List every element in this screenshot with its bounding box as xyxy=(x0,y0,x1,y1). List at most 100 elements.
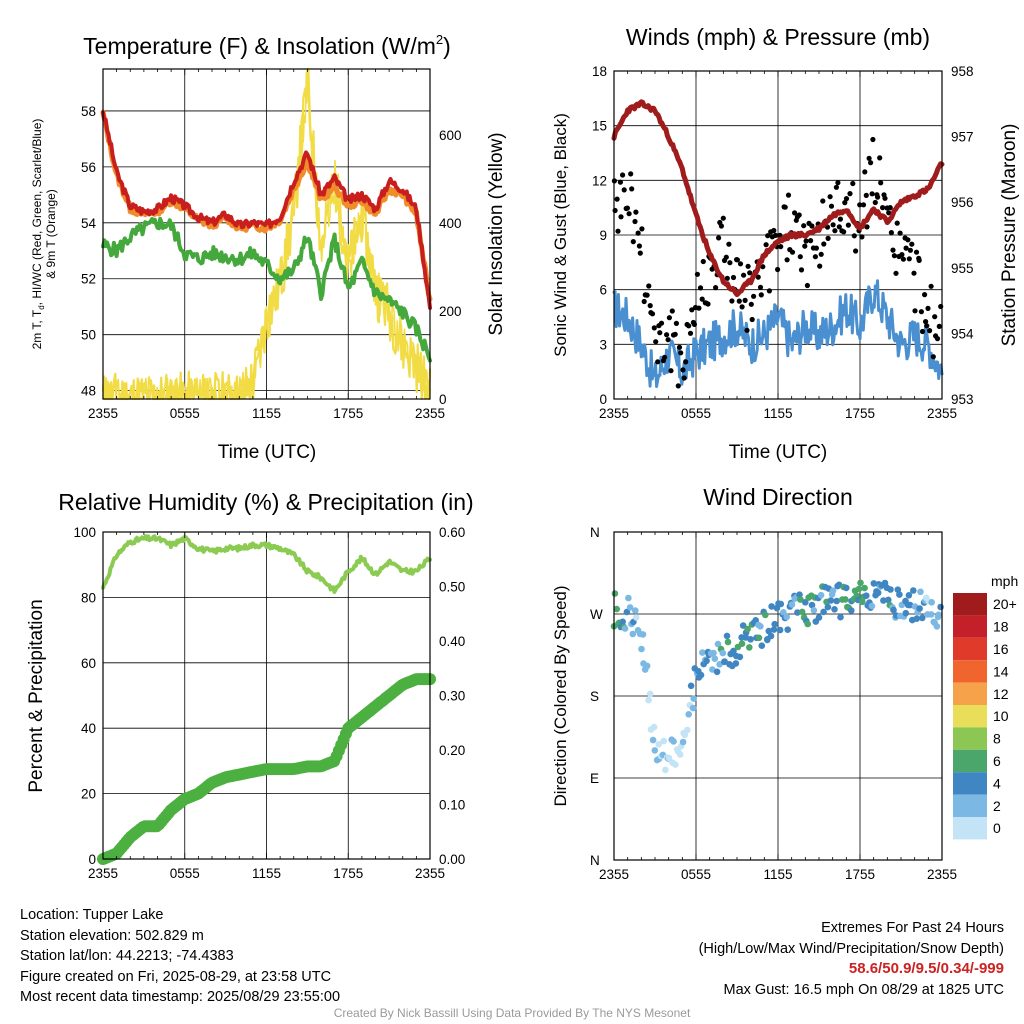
gust-point xyxy=(680,367,686,373)
direction-point xyxy=(732,660,740,667)
direction-point xyxy=(885,596,892,604)
gust-point xyxy=(651,325,657,331)
extremes-title: Extremes For Past 24 Hours xyxy=(821,920,1004,936)
humidity-title: Relative Humidity (%) & Precipitation (i… xyxy=(58,489,473,515)
dewpoint-line xyxy=(101,216,432,363)
direction-point xyxy=(687,682,695,690)
temperature-panel: Temperature (F) & Insolation (W/m2) 2355… xyxy=(30,32,507,463)
y-tick-label: 6 xyxy=(599,283,607,298)
x-tick-label: 1755 xyxy=(333,406,363,421)
direction-point xyxy=(655,741,662,748)
direction-point xyxy=(824,603,832,611)
direction-point xyxy=(855,585,863,593)
temperature-x-label: Time (UTC) xyxy=(218,442,317,463)
direction-point xyxy=(724,638,732,646)
direction-point xyxy=(711,655,719,662)
x-tick-label: 2355 xyxy=(415,866,445,881)
y-tick-label: 15 xyxy=(592,119,607,134)
gust-point xyxy=(825,235,831,241)
direction-point xyxy=(697,671,705,679)
colorbar-swatch xyxy=(953,593,987,616)
direction-point xyxy=(611,590,619,597)
gust-point xyxy=(845,222,852,228)
gust-point xyxy=(678,350,684,356)
gust-point xyxy=(633,209,639,215)
gust-point xyxy=(647,303,653,309)
direction-point xyxy=(713,668,721,676)
gust-point xyxy=(744,327,750,333)
gust-point xyxy=(636,243,643,249)
gust-point xyxy=(850,180,856,187)
gust-point xyxy=(621,187,627,193)
colorbar-label: 0 xyxy=(993,820,1001,836)
gust-point xyxy=(637,250,643,256)
direction-point xyxy=(933,623,941,630)
direction-point xyxy=(639,631,647,638)
direction-point xyxy=(913,615,920,622)
x-tick-label: 1755 xyxy=(845,867,875,882)
gust-point xyxy=(771,227,777,234)
gust-point xyxy=(632,218,638,225)
extremes-info: Extremes For Past 24 Hours (High/Low/Max… xyxy=(699,918,1004,1000)
colorbar-swatch xyxy=(953,749,987,773)
gust-point xyxy=(766,288,773,294)
x-tick-label: 1155 xyxy=(763,406,792,421)
gust-point xyxy=(646,283,652,289)
gust-point xyxy=(827,194,833,200)
direction-point xyxy=(802,599,809,606)
direction-panel: Wind Direction 2355 0555 1155 1755 2355NESWN… xyxy=(551,484,1018,882)
colorbar-swatch xyxy=(953,794,987,817)
gust-point xyxy=(830,222,836,228)
gust-point xyxy=(705,301,711,307)
direction-point xyxy=(861,584,868,592)
colorbar-label: 16 xyxy=(993,641,1009,657)
gust-point xyxy=(880,205,886,211)
gust-point xyxy=(878,180,884,186)
direction-point xyxy=(919,614,926,622)
direction-point xyxy=(902,609,910,617)
direction-point xyxy=(863,592,870,599)
direction-point xyxy=(747,636,754,643)
direction-point xyxy=(651,747,659,754)
gust-point xyxy=(842,200,848,206)
gust-point xyxy=(875,194,881,200)
gust-point xyxy=(891,253,898,259)
colorbar-swatch xyxy=(953,772,987,795)
direction-point xyxy=(815,614,823,621)
gust-point xyxy=(681,375,687,381)
direction-point xyxy=(638,645,645,653)
colorbar-label: 18 xyxy=(993,619,1009,635)
direction-point xyxy=(690,695,697,702)
direction-point xyxy=(670,738,677,745)
direction-point xyxy=(829,587,837,594)
gust-point xyxy=(785,192,792,198)
gust-point xyxy=(641,298,647,305)
gust-point xyxy=(930,354,936,360)
x-tick-label: 1155 xyxy=(763,867,792,882)
direction-y-label: Direction (Colored By Speed) xyxy=(551,585,570,806)
direction-point xyxy=(632,607,639,614)
direction-point xyxy=(831,606,838,613)
y-tick-label: E xyxy=(590,771,599,786)
gust-point xyxy=(887,205,893,211)
gust-point xyxy=(615,228,621,234)
direction-point xyxy=(643,662,651,670)
max-gust: Max Gust: 16.5 mph On 08/29 at 1825 UTC xyxy=(723,981,1004,998)
winds-x-label: Time (UTC) xyxy=(729,442,828,463)
gust-point xyxy=(911,270,917,276)
direction-point xyxy=(679,738,687,746)
gust-point xyxy=(655,359,661,365)
x-tick-label: 2355 xyxy=(88,406,118,421)
gust-point xyxy=(851,233,857,239)
gust-point xyxy=(765,233,771,239)
gust-point xyxy=(691,321,698,327)
gust-point xyxy=(813,245,820,251)
direction-point xyxy=(917,588,924,596)
y-tick-label-right: 957 xyxy=(951,130,974,145)
gust-point xyxy=(727,260,733,266)
gust-point xyxy=(837,216,844,222)
gust-point xyxy=(730,274,737,281)
direction-point xyxy=(928,599,935,606)
direction-point xyxy=(613,605,620,613)
gust-point xyxy=(909,241,915,247)
